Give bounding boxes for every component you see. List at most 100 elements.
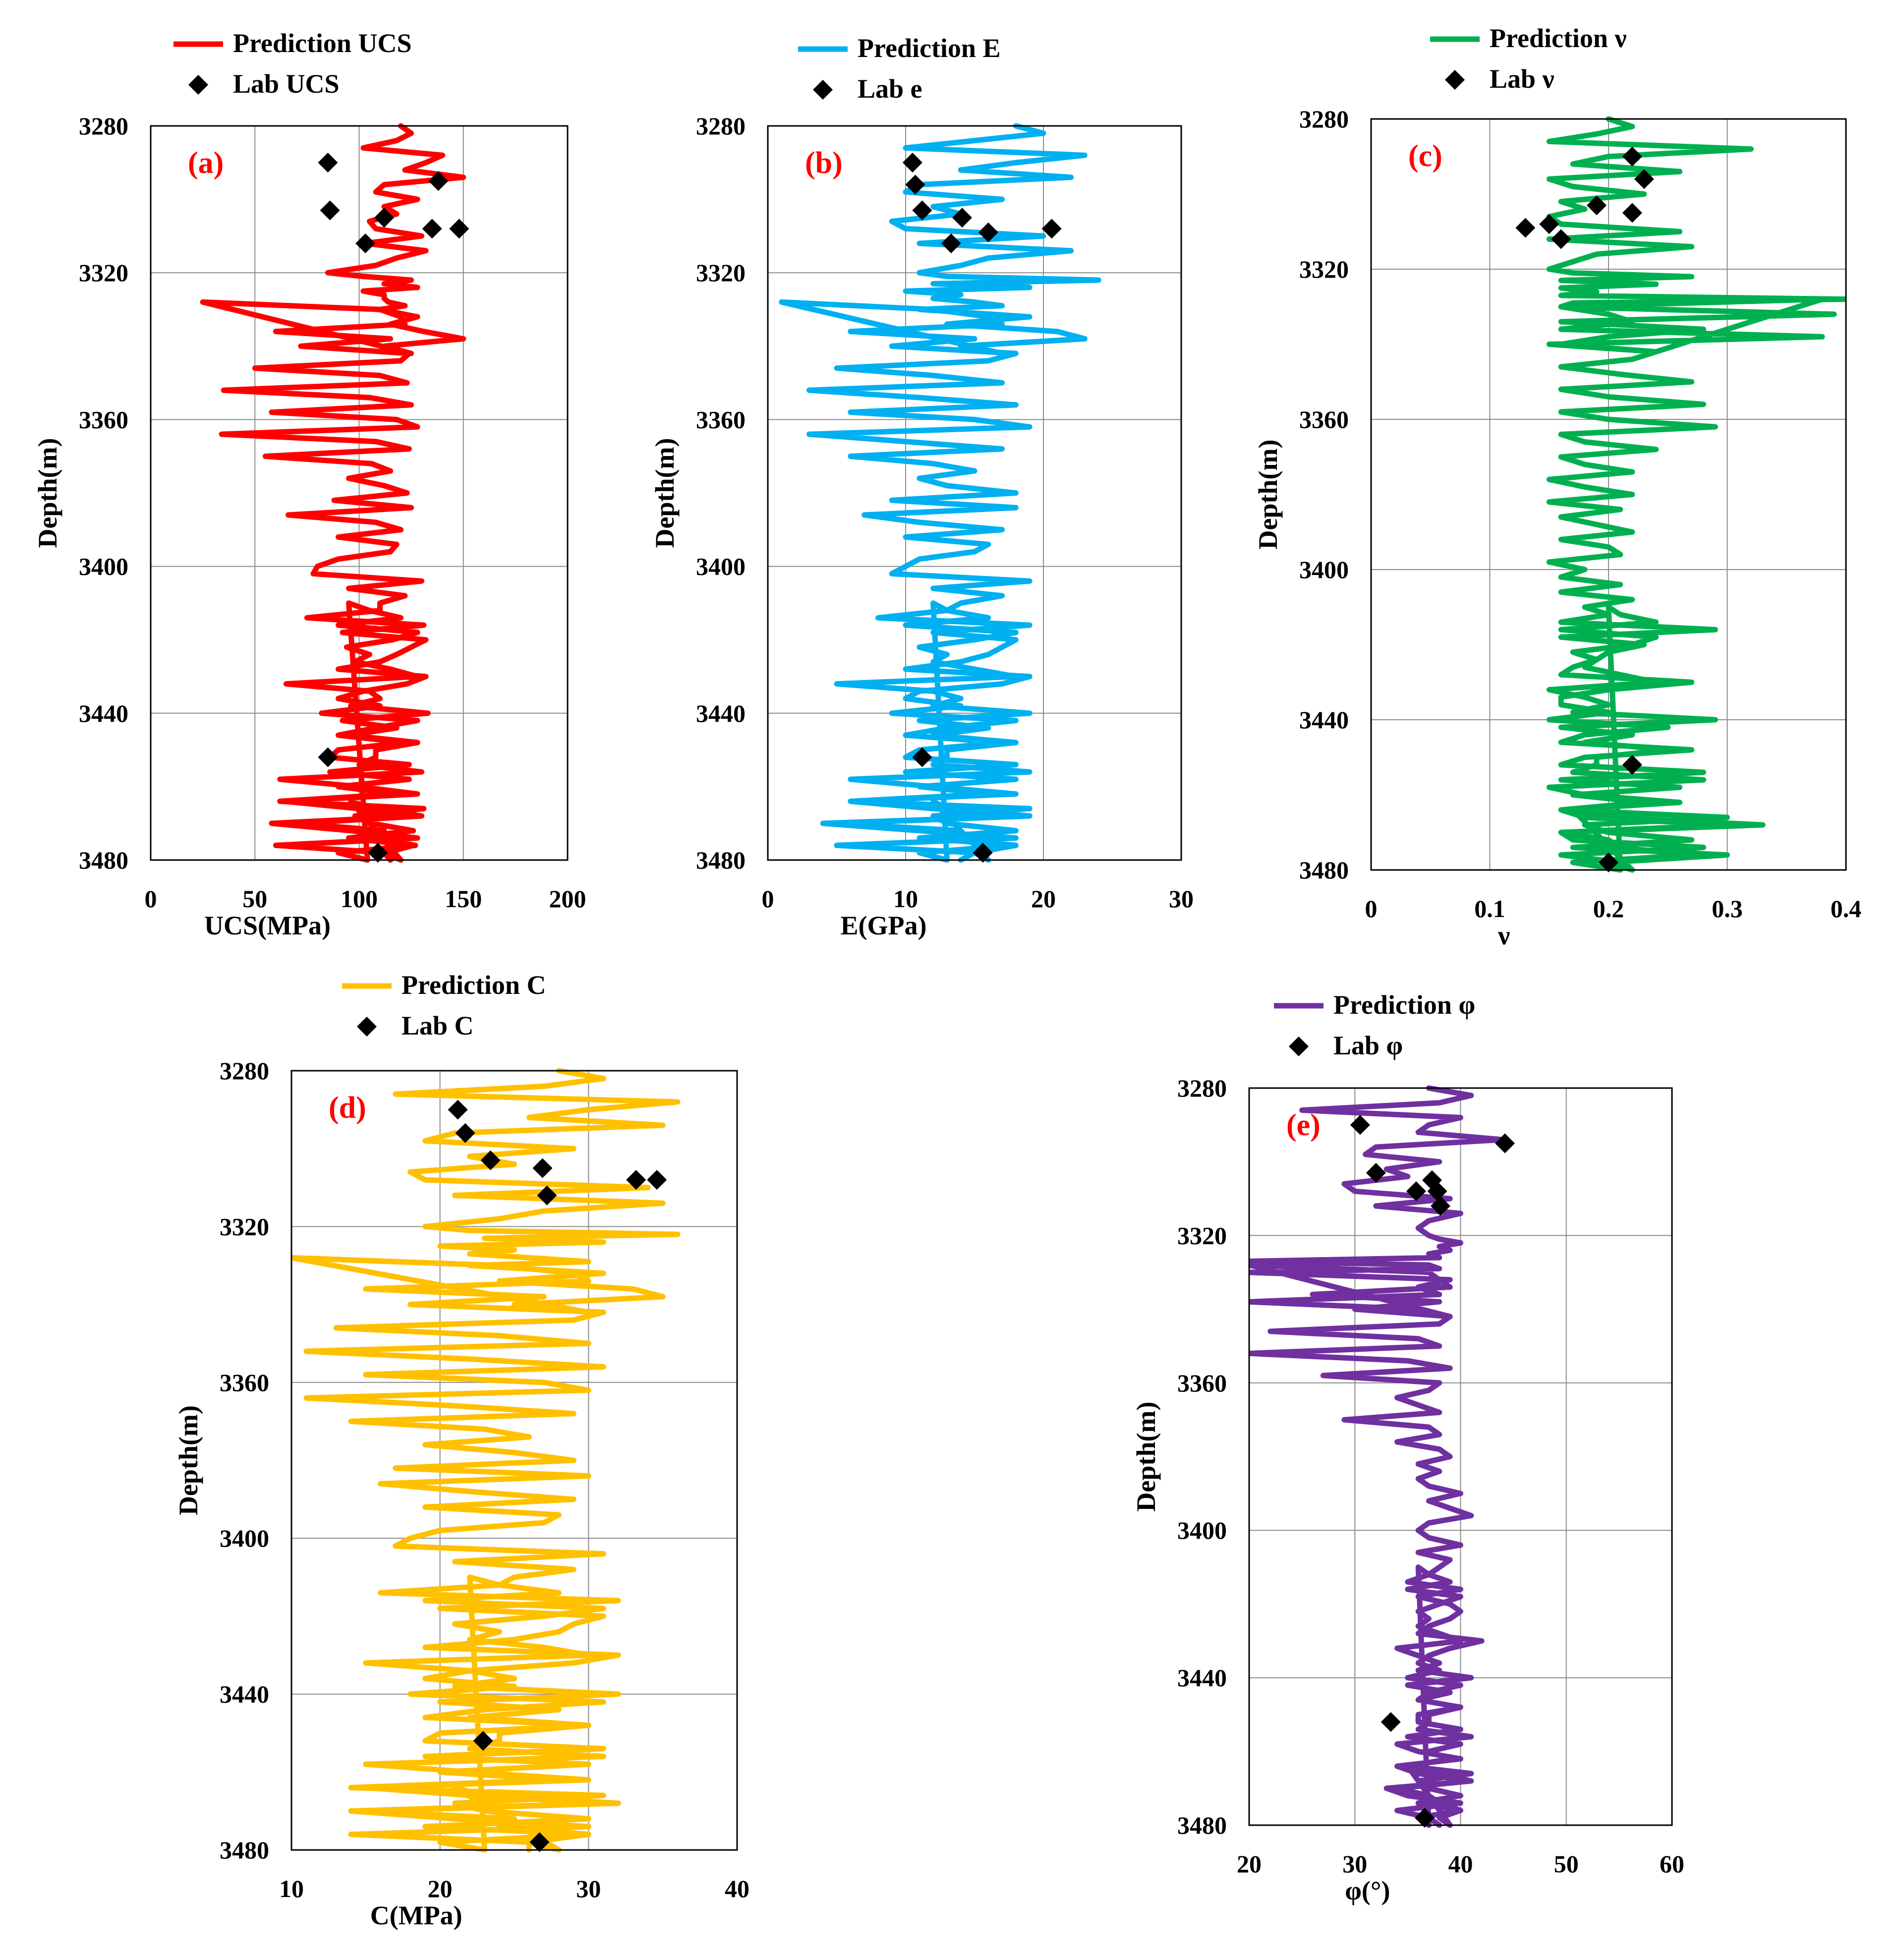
x-tick-label: 20: [1031, 885, 1056, 913]
prediction-line: [291, 1068, 681, 1853]
x-tick-label: 0: [1365, 895, 1378, 922]
x-tick-label: 0: [762, 885, 774, 913]
x-tick-label: 200: [549, 885, 586, 913]
x-tick-label: 0.2: [1593, 895, 1624, 922]
legend-marker-swatch: [357, 1017, 377, 1037]
panels-container: 0 50 100 150 200328033203360340034403480UCS(…: [33, 23, 1861, 1930]
legend-label: Prediction E: [858, 33, 1000, 63]
legend-marker-swatch: [1445, 70, 1465, 90]
lab-point-marker: [1599, 852, 1618, 872]
y-tick-label: 3480: [1177, 1811, 1227, 1839]
legend: Prediction UCS Lab UCS: [173, 28, 412, 99]
chart-panel-4: 10 20 30 40 3280 3320 3360 3400 3440 3480 C(MPa) De…: [173, 970, 749, 1930]
lab-point-marker: [1539, 214, 1559, 234]
legend-label: Lab e: [858, 74, 922, 104]
lab-point-marker: [1380, 1712, 1401, 1732]
lab-point-marker: [905, 174, 925, 195]
lab-point-marker: [374, 208, 394, 228]
y-tick-label: 3400: [1177, 1516, 1227, 1544]
lab-point-marker: [320, 200, 340, 221]
y-tick-label: 3480: [1299, 856, 1349, 884]
x-tick-label: 0.4: [1831, 895, 1862, 922]
chart-panel-2: 0 10 20 30 3280 3320 3360 3400 3440 3480 E(GPa) Dep…: [650, 33, 1194, 940]
x-axis-label: ν: [1497, 921, 1510, 950]
lab-point-marker: [368, 843, 388, 863]
y-tick-label: 3320: [220, 1212, 269, 1240]
chart-panel-5: 20 30 40 50 60 3280 3320 3360 3400 3440 3480 φ(°) De…: [1131, 990, 1684, 1905]
y-tick-label: 3280: [79, 112, 128, 140]
x-tick-label: 50: [1554, 1850, 1579, 1878]
x-tick-label: 150: [445, 885, 482, 913]
legend-label: Prediction UCS: [233, 28, 412, 58]
y-tick-label: 3480: [79, 846, 128, 874]
lab-point-marker: [902, 153, 922, 173]
lab-point-marker: [318, 747, 338, 767]
lab-point-marker: [355, 233, 376, 253]
legend-marker-swatch: [188, 75, 208, 95]
lab-point-marker: [952, 208, 972, 228]
lab-point-marker: [1515, 218, 1536, 238]
y-axis-label: Depth(m): [173, 1405, 203, 1515]
chart-panel-1: 0 50 100 150 200 3280 3320 3360 3400 3440 3480 UCS(…: [33, 28, 586, 940]
plot-frame: [1248, 1087, 1673, 1826]
lab-point-marker: [480, 1150, 501, 1170]
lab-point-marker: [973, 843, 993, 863]
lab-point-marker: [532, 1158, 553, 1178]
y-axis-label: Depth(m): [650, 438, 680, 548]
panel-label: (c): [1408, 139, 1442, 173]
y-tick-label: 3320: [1177, 1221, 1227, 1249]
lab-point-marker: [1041, 219, 1062, 239]
x-tick-label: 10: [893, 885, 918, 913]
x-tick-label: 0: [145, 885, 157, 913]
y-tick-label: 3360: [696, 405, 746, 433]
lab-point-marker: [449, 219, 469, 239]
plot-frame: [767, 125, 1182, 861]
lab-point-marker: [1430, 1196, 1450, 1216]
y-tick-label: 3400: [220, 1524, 269, 1552]
lab-point-marker: [1406, 1181, 1426, 1202]
prediction-line: [779, 123, 1101, 863]
panel-label: (b): [805, 146, 843, 180]
y-tick-label: 3320: [79, 259, 128, 287]
lab-point-marker: [978, 222, 998, 242]
x-tick-label: 30: [1342, 1850, 1367, 1878]
lab-point-marker: [1495, 1133, 1515, 1153]
lab-point-marker: [318, 153, 338, 173]
legend-marker-swatch: [813, 80, 833, 100]
prediction-line: [1546, 116, 1846, 873]
lab-point-marker: [1634, 169, 1654, 189]
legend-label: Lab C: [402, 1011, 474, 1040]
y-tick-label: 3280: [220, 1057, 269, 1085]
lab-point-marker: [1622, 754, 1642, 775]
legend: Prediction E Lab e: [798, 33, 1000, 104]
x-tick-label: 50: [242, 885, 267, 913]
legend: Prediction ν Lab ν: [1430, 23, 1627, 94]
lab-point-marker: [537, 1185, 557, 1206]
x-tick-label: 100: [341, 885, 378, 913]
lab-point-marker: [1551, 229, 1571, 249]
lab-point-marker: [1427, 1181, 1447, 1202]
y-tick-label: 3400: [696, 553, 746, 580]
y-tick-label: 3360: [79, 405, 128, 433]
x-tick-label: 0.3: [1712, 895, 1743, 922]
prediction-line: [1249, 1085, 1506, 1828]
y-tick-label: 3320: [696, 259, 746, 287]
plot-frame: [290, 1070, 738, 1851]
x-tick-label: 0.1: [1474, 895, 1505, 922]
y-tick-label: 3360: [1177, 1369, 1227, 1397]
prediction-line: [200, 123, 466, 863]
lab-point-marker: [941, 233, 961, 253]
legend-label: Prediction φ: [1333, 990, 1475, 1020]
panel-label: (e): [1286, 1108, 1321, 1142]
x-axis-label: φ(°): [1345, 1876, 1390, 1905]
lab-point-marker: [473, 1730, 493, 1751]
y-axis-label: Depth(m): [33, 438, 62, 548]
lab-point-marker: [1622, 203, 1642, 223]
y-tick-label: 3320: [1299, 255, 1349, 283]
chart-panel-3: 0 0.1 0.2 0.3 0.4 3280 3320 3360 3400 3440 3480 ν De…: [1253, 23, 1861, 950]
x-axis-label: C(MPa): [370, 1901, 462, 1930]
lab-point-marker: [1366, 1163, 1386, 1183]
panel-label: (d): [329, 1091, 366, 1125]
lab-point-marker: [455, 1123, 475, 1143]
y-tick-label: 3480: [220, 1836, 269, 1864]
